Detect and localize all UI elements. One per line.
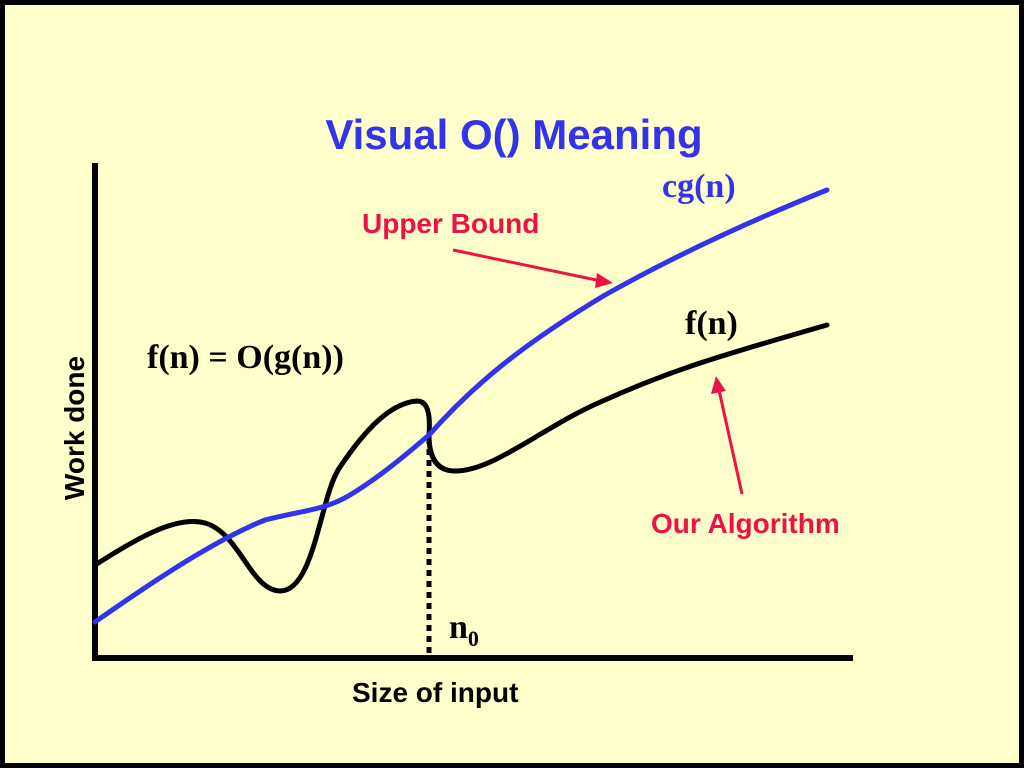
n0-label: n0	[449, 609, 479, 652]
equation-label: f(n) = O(g(n))	[147, 339, 344, 376]
our-algorithm-arrow	[711, 376, 744, 495]
our-algorithm-label: Our Algorithm	[651, 508, 840, 539]
f-curve	[92, 322, 830, 594]
upper-bound-label: Upper Bound	[362, 208, 540, 239]
big-o-diagram	[92, 163, 853, 661]
n0-base: n	[449, 609, 468, 646]
y-axis-label: Work done	[59, 355, 90, 501]
n0-subscript: 0	[467, 625, 479, 651]
slide: Visual O() Meaning cg(n) Upper Bound f(n…	[3, 3, 1021, 765]
upper-bound-arrow	[452, 248, 613, 288]
cg-curve	[92, 187, 830, 625]
slide-title: Visual O() Meaning	[325, 111, 703, 158]
x-axis-label: Size of input	[352, 677, 519, 708]
cg-curve-label: cg(n)	[662, 168, 736, 205]
f-curve-label: f(n)	[685, 305, 738, 342]
